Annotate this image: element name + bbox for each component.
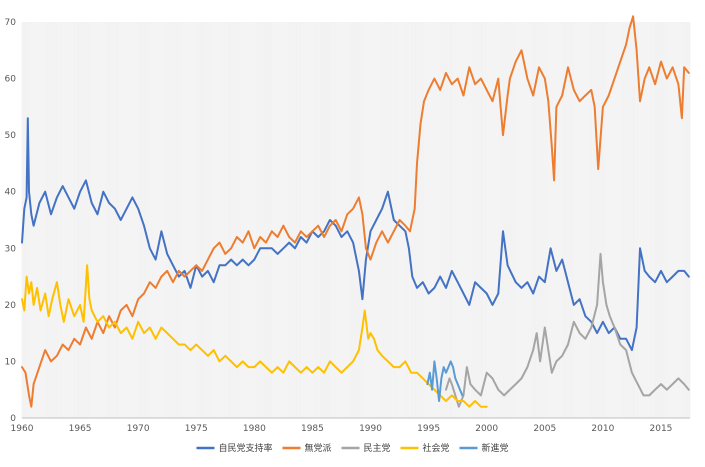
x-tick-label: 1995: [417, 424, 440, 434]
x-axis-ticks: 1960 1965 1970 1975 1980 1985 1990 1995 2000 2005…: [11, 424, 673, 434]
x-tick-label: 2005: [533, 424, 556, 434]
x-tick-label: 1965: [69, 424, 92, 434]
y-tick-label: 20: [5, 301, 17, 311]
series-lines: [21, 15, 690, 408]
y-tick-label: 30: [5, 244, 17, 254]
y-tick-label: 60: [5, 75, 17, 85]
series-line-4: [426, 360, 464, 402]
x-tick-label: 1960: [11, 424, 34, 434]
x-tick-label: 1990: [359, 424, 382, 434]
x-tick-label: 2010: [591, 424, 614, 434]
legend-label: 社会党: [423, 442, 450, 454]
series-line-3: [21, 264, 488, 408]
series-line-1: [21, 15, 690, 408]
x-tick-label: 1980: [243, 424, 266, 434]
y-axis-ticks: 0 10 20 30 40 50 60 70: [5, 18, 17, 424]
legend-item: 自民党支持率: [196, 442, 273, 454]
legend-item: 民主党: [341, 442, 391, 454]
y-tick-label: 10: [5, 357, 17, 367]
y-tick-label: 40: [5, 188, 17, 198]
y-tick-label: 70: [5, 18, 17, 28]
y-tick-label: 0: [10, 414, 16, 424]
gridlines: [21, 22, 691, 418]
legend-item: 社会党: [400, 442, 450, 454]
legend-item: 新進党: [459, 442, 509, 454]
x-tick-label: 2015: [650, 424, 673, 434]
legend-label: 新進党: [482, 442, 509, 454]
series-line-0: [21, 117, 690, 352]
x-tick-label: 1970: [127, 424, 150, 434]
legend-label: 自民党支持率: [219, 442, 273, 454]
series-line-2: [445, 252, 690, 408]
legend-label: 無党派: [305, 442, 332, 454]
x-tick-label: 1975: [185, 424, 208, 434]
legend: 自民党支持率 無党派 民主党 社会党 新進党: [196, 442, 509, 454]
legend-label: 民主党: [364, 442, 391, 454]
x-tick-label: 1985: [301, 424, 324, 434]
legend-item: 無党派: [282, 442, 332, 454]
y-tick-label: 50: [5, 131, 17, 141]
x-tick-label: 2000: [475, 424, 498, 434]
